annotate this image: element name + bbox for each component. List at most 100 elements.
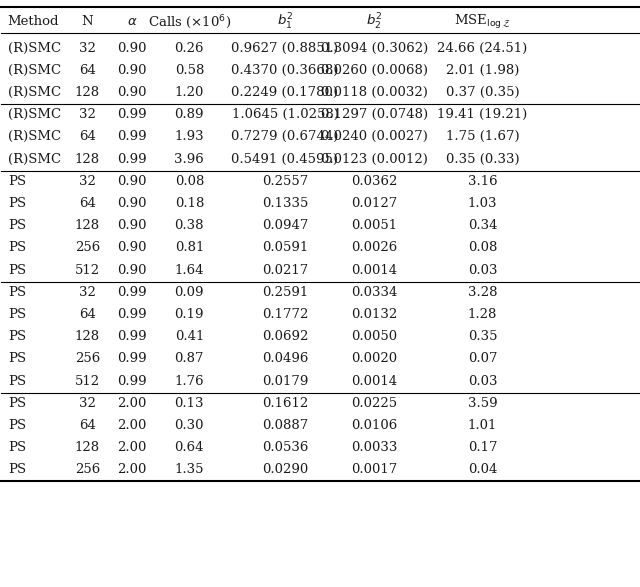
Text: 64: 64	[79, 197, 96, 210]
Text: 2.00: 2.00	[117, 397, 147, 410]
Text: 0.81: 0.81	[175, 241, 204, 254]
Text: 24.66 (24.51): 24.66 (24.51)	[437, 42, 527, 55]
Text: 0.0127: 0.0127	[351, 197, 397, 210]
Text: (R)SMC: (R)SMC	[8, 108, 61, 122]
Text: 64: 64	[79, 64, 96, 77]
Text: 0.2591: 0.2591	[262, 286, 308, 299]
Text: 0.1612: 0.1612	[262, 397, 308, 410]
Text: 0.0017: 0.0017	[351, 463, 397, 477]
Text: 0.99: 0.99	[117, 352, 147, 366]
Text: 64: 64	[79, 419, 96, 432]
Text: PS: PS	[8, 463, 26, 477]
Text: 0.0050: 0.0050	[351, 330, 397, 343]
Text: (R)SMC: (R)SMC	[8, 130, 61, 143]
Text: 256: 256	[75, 463, 100, 477]
Text: 0.0026: 0.0026	[351, 241, 397, 254]
Text: 0.30: 0.30	[175, 419, 204, 432]
Text: 64: 64	[79, 308, 96, 321]
Text: 1.0645 (1.0258): 1.0645 (1.0258)	[232, 108, 339, 122]
Text: 512: 512	[75, 264, 100, 276]
Text: 0.9627 (0.8851): 0.9627 (0.8851)	[232, 42, 339, 55]
Text: 0.37 (0.35): 0.37 (0.35)	[445, 86, 519, 99]
Text: 1.20: 1.20	[175, 86, 204, 99]
Text: Calls ($\times$10$^6$): Calls ($\times$10$^6$)	[148, 13, 231, 31]
Text: (R)SMC: (R)SMC	[8, 64, 61, 77]
Text: 0.99: 0.99	[117, 375, 147, 387]
Text: 0.35: 0.35	[468, 330, 497, 343]
Text: 19.41 (19.21): 19.41 (19.21)	[437, 108, 527, 122]
Text: 0.0014: 0.0014	[351, 264, 397, 276]
Text: PS: PS	[8, 175, 26, 188]
Text: PS: PS	[8, 441, 26, 454]
Text: 0.1335: 0.1335	[262, 197, 308, 210]
Text: 0.90: 0.90	[117, 64, 147, 77]
Text: 1.75 (1.67): 1.75 (1.67)	[445, 130, 519, 143]
Text: 2.00: 2.00	[117, 441, 147, 454]
Text: 0.0496: 0.0496	[262, 352, 308, 366]
Text: 0.0179: 0.0179	[262, 375, 308, 387]
Text: 128: 128	[75, 441, 100, 454]
Text: 0.7279 (0.6744): 0.7279 (0.6744)	[231, 130, 339, 143]
Text: MSE${}_{\log \mathcal{Z}}$: MSE${}_{\log \mathcal{Z}}$	[454, 13, 511, 31]
Text: 0.87: 0.87	[175, 352, 204, 366]
Text: 0.99: 0.99	[117, 153, 147, 166]
Text: PS: PS	[8, 308, 26, 321]
Text: 0.5491 (0.4595): 0.5491 (0.4595)	[232, 153, 339, 166]
Text: 0.3094 (0.3062): 0.3094 (0.3062)	[321, 42, 428, 55]
Text: 0.2249 (0.1780): 0.2249 (0.1780)	[232, 86, 339, 99]
Text: 0.0132: 0.0132	[351, 308, 397, 321]
Text: 0.99: 0.99	[117, 330, 147, 343]
Text: 1.35: 1.35	[175, 463, 204, 477]
Text: 3.96: 3.96	[175, 153, 204, 166]
Text: PS: PS	[8, 419, 26, 432]
Text: 0.89: 0.89	[175, 108, 204, 122]
Text: 0.90: 0.90	[117, 197, 147, 210]
Text: 0.0118 (0.0032): 0.0118 (0.0032)	[321, 86, 428, 99]
Text: 2.00: 2.00	[117, 463, 147, 477]
Text: 0.13: 0.13	[175, 397, 204, 410]
Text: $b_1^2$: $b_1^2$	[276, 12, 293, 32]
Text: 512: 512	[75, 375, 100, 387]
Text: 0.38: 0.38	[175, 219, 204, 232]
Text: 0.26: 0.26	[175, 42, 204, 55]
Text: 1.03: 1.03	[468, 197, 497, 210]
Text: 32: 32	[79, 175, 96, 188]
Text: 128: 128	[75, 153, 100, 166]
Text: 1.76: 1.76	[175, 375, 204, 387]
Text: 3.28: 3.28	[468, 286, 497, 299]
Text: 0.64: 0.64	[175, 441, 204, 454]
Text: 0.0260 (0.0068): 0.0260 (0.0068)	[321, 64, 428, 77]
Text: 128: 128	[75, 330, 100, 343]
Text: 3.16: 3.16	[468, 175, 497, 188]
Text: $b_2^2$: $b_2^2$	[366, 12, 382, 32]
Text: 0.90: 0.90	[117, 175, 147, 188]
Text: 1.64: 1.64	[175, 264, 204, 276]
Text: 0.0020: 0.0020	[351, 352, 397, 366]
Text: 128: 128	[75, 219, 100, 232]
Text: 0.0362: 0.0362	[351, 175, 397, 188]
Text: 0.90: 0.90	[117, 241, 147, 254]
Text: 0.0033: 0.0033	[351, 441, 397, 454]
Text: 0.34: 0.34	[468, 219, 497, 232]
Text: 0.0887: 0.0887	[262, 419, 308, 432]
Text: PS: PS	[8, 197, 26, 210]
Text: 1.28: 1.28	[468, 308, 497, 321]
Text: PS: PS	[8, 352, 26, 366]
Text: 0.99: 0.99	[117, 108, 147, 122]
Text: 0.0217: 0.0217	[262, 264, 308, 276]
Text: N: N	[82, 15, 93, 28]
Text: 0.4370 (0.3668): 0.4370 (0.3668)	[231, 64, 339, 77]
Text: 0.41: 0.41	[175, 330, 204, 343]
Text: (R)SMC: (R)SMC	[8, 153, 61, 166]
Text: 0.04: 0.04	[468, 463, 497, 477]
Text: 0.03: 0.03	[468, 264, 497, 276]
Text: 0.1772: 0.1772	[262, 308, 308, 321]
Text: 0.99: 0.99	[117, 130, 147, 143]
Text: 32: 32	[79, 286, 96, 299]
Text: 32: 32	[79, 42, 96, 55]
Text: 0.99: 0.99	[117, 308, 147, 321]
Text: 3.59: 3.59	[468, 397, 497, 410]
Text: 1.93: 1.93	[175, 130, 204, 143]
Text: 0.90: 0.90	[117, 42, 147, 55]
Text: $\alpha$: $\alpha$	[127, 15, 138, 28]
